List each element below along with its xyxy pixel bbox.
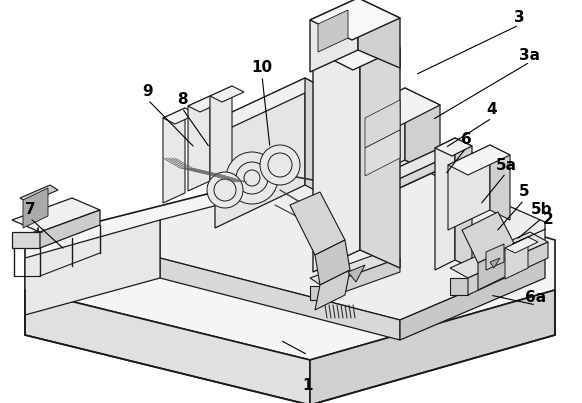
- Text: 6a: 6a: [526, 291, 546, 305]
- Polygon shape: [310, 290, 555, 403]
- Polygon shape: [12, 198, 100, 232]
- Polygon shape: [450, 278, 468, 295]
- Polygon shape: [315, 240, 350, 285]
- Polygon shape: [290, 192, 345, 255]
- Polygon shape: [310, 0, 400, 40]
- Polygon shape: [310, 250, 400, 286]
- Polygon shape: [435, 138, 455, 270]
- Polygon shape: [358, 0, 400, 68]
- Polygon shape: [23, 188, 48, 228]
- Polygon shape: [490, 145, 510, 220]
- Polygon shape: [360, 88, 405, 182]
- Polygon shape: [405, 88, 440, 178]
- Polygon shape: [12, 232, 40, 248]
- Polygon shape: [505, 237, 538, 253]
- Text: 2: 2: [542, 212, 553, 228]
- Polygon shape: [160, 258, 400, 340]
- Polygon shape: [455, 138, 472, 268]
- Polygon shape: [448, 145, 490, 230]
- Polygon shape: [25, 290, 310, 403]
- Polygon shape: [360, 148, 460, 197]
- Polygon shape: [313, 28, 400, 70]
- Text: 3a: 3a: [520, 48, 541, 62]
- Polygon shape: [478, 245, 515, 290]
- Polygon shape: [435, 138, 472, 156]
- Text: 5a: 5a: [495, 158, 516, 172]
- Polygon shape: [462, 212, 515, 263]
- Polygon shape: [486, 244, 504, 270]
- Polygon shape: [310, 0, 358, 72]
- Polygon shape: [215, 78, 320, 128]
- Text: 6: 6: [460, 133, 471, 147]
- Text: 3: 3: [514, 10, 524, 25]
- Text: 10: 10: [251, 60, 272, 75]
- Polygon shape: [163, 108, 197, 124]
- Polygon shape: [188, 96, 210, 191]
- Polygon shape: [360, 88, 440, 128]
- Polygon shape: [365, 100, 400, 148]
- Polygon shape: [160, 158, 545, 320]
- Polygon shape: [505, 237, 528, 279]
- Polygon shape: [400, 258, 545, 340]
- Polygon shape: [210, 86, 232, 181]
- Polygon shape: [310, 286, 322, 300]
- Text: 4: 4: [487, 102, 497, 118]
- Polygon shape: [315, 270, 350, 310]
- Polygon shape: [322, 258, 400, 300]
- Polygon shape: [20, 185, 58, 203]
- Polygon shape: [40, 210, 100, 248]
- Text: 5: 5: [519, 185, 529, 199]
- Polygon shape: [448, 145, 510, 175]
- Text: 5b: 5b: [531, 202, 553, 218]
- Polygon shape: [450, 232, 548, 278]
- Polygon shape: [468, 242, 548, 295]
- Polygon shape: [313, 28, 360, 272]
- Polygon shape: [210, 86, 244, 102]
- Polygon shape: [215, 78, 305, 228]
- Polygon shape: [360, 28, 400, 268]
- Polygon shape: [348, 265, 365, 282]
- Text: 9: 9: [143, 85, 153, 100]
- Polygon shape: [25, 168, 555, 360]
- Polygon shape: [188, 96, 222, 112]
- Text: 7: 7: [24, 202, 36, 218]
- Text: 8: 8: [177, 93, 187, 108]
- Circle shape: [236, 162, 268, 194]
- Circle shape: [207, 172, 243, 208]
- Polygon shape: [25, 220, 160, 315]
- Polygon shape: [318, 10, 348, 52]
- Polygon shape: [360, 160, 460, 197]
- Polygon shape: [305, 78, 320, 193]
- Circle shape: [226, 152, 278, 204]
- Text: 1: 1: [303, 378, 313, 393]
- Circle shape: [260, 145, 300, 185]
- Polygon shape: [490, 258, 500, 268]
- Polygon shape: [365, 130, 400, 176]
- Polygon shape: [163, 108, 185, 203]
